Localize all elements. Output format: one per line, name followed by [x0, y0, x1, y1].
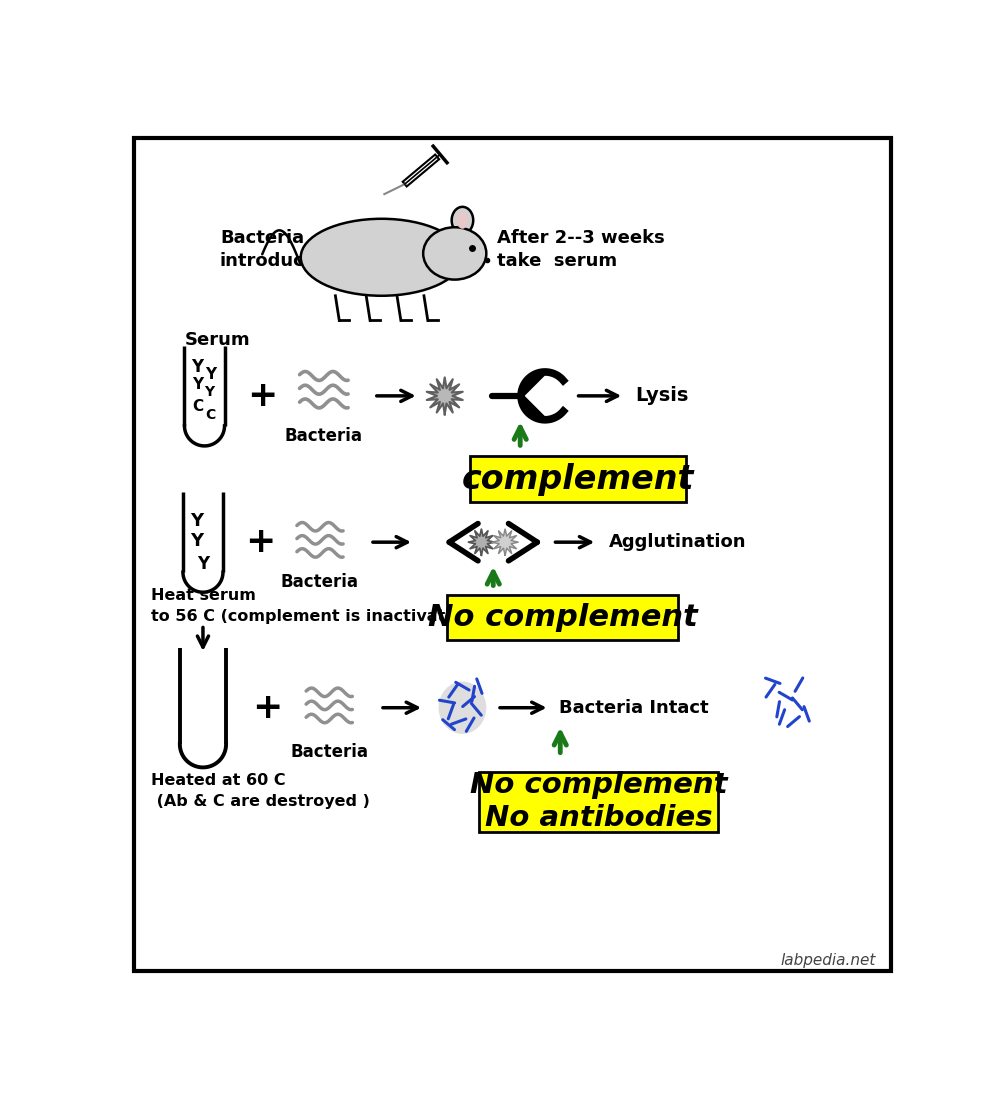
Text: complement: complement [462, 462, 694, 495]
Text: After 2--3 weeks
take  serum: After 2--3 weeks take serum [497, 228, 665, 270]
Text: No complement: No complement [428, 603, 697, 632]
Text: Y: Y [190, 512, 203, 529]
Text: Bacteria
introduced: Bacteria introduced [220, 228, 330, 270]
Text: Y: Y [192, 358, 204, 376]
Polygon shape [427, 378, 463, 414]
Text: Y: Y [197, 554, 209, 573]
Text: Y: Y [204, 385, 214, 399]
Ellipse shape [301, 219, 462, 295]
Ellipse shape [452, 206, 473, 234]
Text: C: C [206, 408, 216, 422]
Text: Heated at 60 C
 (Ab & C are destroyed ): Heated at 60 C (Ab & C are destroyed ) [151, 773, 369, 809]
Text: +: + [247, 379, 277, 413]
Text: Serum: Serum [184, 330, 250, 349]
Text: Lysis: Lysis [636, 386, 689, 405]
Text: +: + [252, 691, 283, 725]
Text: Bacteria Intact: Bacteria Intact [559, 698, 708, 717]
Text: No complement
No antibodies: No complement No antibodies [470, 772, 727, 832]
Text: Y: Y [190, 531, 203, 550]
Text: Y: Y [205, 367, 216, 382]
Text: labpedia.net: labpedia.net [781, 953, 876, 967]
FancyBboxPatch shape [447, 595, 678, 640]
Polygon shape [492, 529, 518, 556]
Text: Bacteria: Bacteria [290, 743, 368, 761]
Text: Agglutination: Agglutination [609, 534, 746, 551]
FancyBboxPatch shape [470, 456, 686, 502]
Ellipse shape [439, 682, 486, 733]
Text: C: C [192, 400, 203, 414]
Ellipse shape [457, 212, 468, 228]
Text: Bacteria: Bacteria [281, 573, 359, 591]
Text: Bacteria: Bacteria [285, 427, 363, 445]
Text: Heat serum
to 56 C (complement is inactivated ): Heat serum to 56 C (complement is inacti… [151, 589, 480, 624]
FancyBboxPatch shape [479, 772, 718, 831]
Ellipse shape [423, 227, 486, 280]
Polygon shape [403, 155, 439, 187]
Text: +: + [245, 525, 275, 559]
Text: Y: Y [192, 377, 203, 392]
Polygon shape [468, 529, 494, 556]
